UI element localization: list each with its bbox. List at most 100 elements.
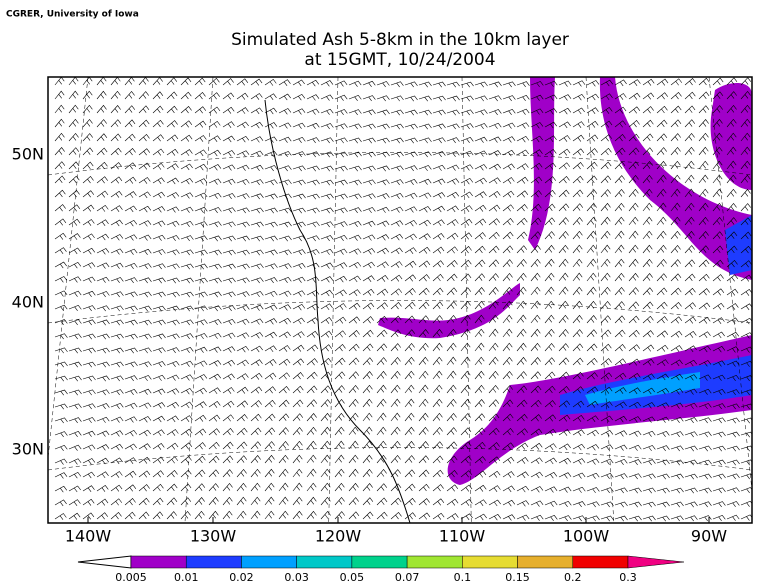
colorbar-label: 0.01 (174, 571, 199, 584)
wind-barb (208, 277, 222, 284)
wind-barb (418, 483, 430, 492)
wind-barb (642, 487, 656, 494)
wind-barb (54, 513, 67, 520)
wind-barb (68, 104, 79, 114)
wind-barb (96, 484, 109, 492)
wind-barb (516, 300, 527, 310)
wind-barb (712, 389, 726, 396)
wind-barb (516, 485, 530, 493)
wind-barb (404, 329, 416, 338)
wind-barb (194, 387, 207, 395)
wind-barb (82, 375, 96, 382)
wind-barb (68, 499, 81, 506)
wind-barb (320, 385, 332, 394)
wind-barb (488, 370, 499, 380)
wind-barb (390, 398, 401, 408)
wind-barb (96, 416, 110, 423)
wind-barb (628, 120, 640, 128)
wind-barb (306, 468, 317, 478)
wind-barb (236, 92, 249, 100)
wind-barb (614, 387, 627, 394)
wind-barb (110, 319, 124, 326)
wind-barb (698, 231, 709, 240)
wind-barb (54, 232, 67, 240)
wind-barb (586, 148, 598, 156)
wind-barb (68, 276, 82, 283)
wind-barb (670, 202, 681, 212)
wind-barb (684, 431, 698, 438)
wind-barb (138, 91, 149, 100)
wind-barb (586, 329, 598, 338)
wind-barb (138, 416, 152, 423)
wind-barb (502, 342, 513, 352)
wind-barb (124, 305, 138, 312)
wind-barb (572, 258, 583, 268)
wind-barb (208, 249, 222, 256)
wind-barb (334, 496, 345, 506)
wind-barb (54, 189, 66, 198)
wind-barb (516, 286, 527, 296)
wind-barb (572, 272, 583, 282)
wind-barb (82, 319, 96, 326)
wind-barb (278, 358, 291, 366)
wind-barb (250, 345, 263, 353)
wind-barb (68, 247, 81, 255)
wind-barb (320, 440, 331, 450)
wind-barb (264, 318, 278, 325)
wind-barb (390, 315, 402, 324)
wind-barb (558, 385, 570, 394)
wind-barb (124, 277, 138, 284)
wind-barb (600, 230, 611, 240)
wind-barb (502, 356, 513, 366)
wind-barb (544, 176, 556, 184)
wind-barb (208, 360, 222, 367)
wind-barb (138, 333, 152, 340)
wind-barb (278, 249, 292, 256)
wind-barb (236, 121, 249, 129)
wind-barb (194, 401, 207, 408)
wind-barb (194, 333, 208, 340)
wind-barb (292, 399, 304, 408)
wind-barb (628, 416, 642, 423)
wind-barb (124, 176, 137, 184)
wind-barb (222, 291, 236, 298)
wind-barb (96, 389, 110, 396)
parallel (48, 447, 752, 471)
wind-barb (208, 496, 219, 506)
wind-barb (194, 469, 206, 478)
wind-barb (502, 217, 514, 226)
wind-barb (558, 272, 569, 282)
wind-barb (530, 94, 544, 101)
wind-barb (544, 203, 556, 212)
wind-barb (432, 455, 444, 464)
wind-barb (320, 344, 332, 352)
wind-barb (558, 414, 571, 422)
wind-barb (208, 192, 222, 199)
wind-barb (222, 427, 234, 436)
wind-barb (348, 80, 362, 87)
wind-barb (558, 217, 569, 226)
wind-barb (446, 137, 460, 144)
wind-barb (474, 109, 488, 116)
wind-barb (572, 93, 586, 101)
wind-barb (530, 217, 542, 226)
wind-barb (698, 119, 709, 128)
wind-barb (82, 417, 96, 424)
wind-barb (110, 471, 123, 478)
wind-barb (684, 230, 695, 240)
wind-barb (614, 120, 627, 128)
wind-barb (390, 109, 404, 116)
wind-barb (600, 458, 614, 465)
wind-barb (180, 374, 194, 381)
wind-barb (68, 190, 80, 198)
wind-barb (642, 174, 653, 184)
wind-barb (558, 258, 569, 268)
wind-barb (628, 133, 640, 142)
wind-barb (194, 319, 208, 326)
wind-barb (642, 301, 654, 310)
wind-barb (726, 487, 740, 494)
wind-barb (670, 515, 684, 522)
wind-barb (488, 190, 501, 198)
wind-barb (194, 442, 206, 450)
